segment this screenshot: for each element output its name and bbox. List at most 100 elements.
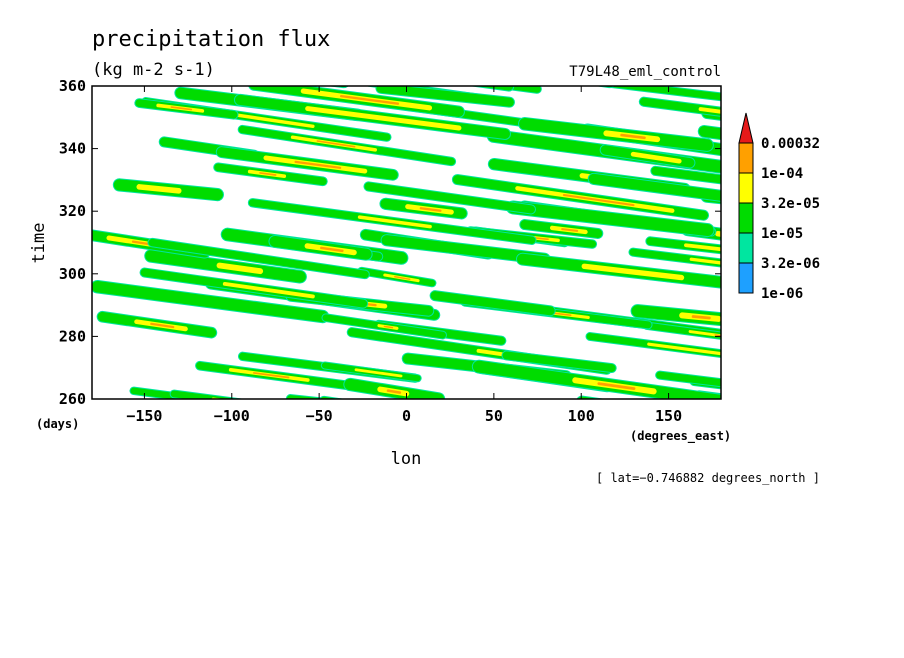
precip-band-core <box>630 151 682 164</box>
precip-band-outer <box>468 86 515 92</box>
precip-band-core <box>689 38 744 45</box>
precip-band-core <box>340 12 476 28</box>
precip-band-peak <box>386 389 402 394</box>
precip-band <box>376 86 514 107</box>
precip-band-peak <box>770 36 802 40</box>
y-units-label: (days) <box>36 417 79 431</box>
x-tick-label: 0 <box>402 407 411 425</box>
x-units-label: (degrees_east) <box>630 429 731 444</box>
precip-band-peak <box>683 56 710 59</box>
colorbar-label: 3.2e-06 <box>761 256 820 272</box>
x-tick-label: −100 <box>214 407 250 425</box>
precip-band-outer <box>443 6 626 29</box>
precip-band <box>374 30 616 61</box>
precip-band-peak <box>170 106 193 111</box>
colorbar-swatch <box>738 262 754 294</box>
precip-band <box>677 5 904 35</box>
precip-band-core <box>664 445 758 458</box>
y-tick-label: 280 <box>59 327 86 345</box>
precip-band-outer <box>708 29 875 47</box>
run-label: T79L48_eml_control <box>569 64 721 80</box>
precip-band-core <box>689 257 721 265</box>
precip-band-peak <box>620 133 646 140</box>
precip-band-outer <box>594 25 819 55</box>
precip-band <box>92 281 329 323</box>
precip-band <box>320 396 339 399</box>
precip-band-core <box>376 408 465 421</box>
precip-band-core <box>354 368 403 378</box>
precip-band-core <box>684 243 721 252</box>
y-axis-label: time <box>29 223 49 264</box>
precip-band-core <box>314 59 481 82</box>
precip-band-peak <box>259 172 277 176</box>
precip-band-core <box>723 383 829 396</box>
precip-band <box>502 351 616 373</box>
precip-band-peak <box>561 228 579 232</box>
precip-band-outer <box>349 406 474 420</box>
precip-band <box>475 86 514 91</box>
precip-band <box>148 238 369 279</box>
y-tick-label: 320 <box>59 202 86 220</box>
colorbar-label: 3.2e-05 <box>761 196 820 212</box>
chart-units: (kg m-2 s-1) <box>92 60 215 80</box>
colorbar-label: 1e-06 <box>761 286 803 302</box>
precip-band <box>708 29 875 47</box>
precip-band-peak <box>428 38 482 46</box>
precip-band-core <box>136 184 182 194</box>
precip-band-core <box>688 330 721 338</box>
precip-band-core <box>275 54 291 56</box>
precip-band-core <box>749 33 821 41</box>
precip-band-peak <box>778 18 808 22</box>
precip-band-peak <box>316 140 356 148</box>
precip-band <box>588 173 721 201</box>
precip-band-core <box>479 438 583 452</box>
precip-band-core <box>698 107 721 114</box>
precip-band-core <box>457 43 562 56</box>
precip-band-core <box>714 29 806 41</box>
precip-band-core <box>222 281 315 299</box>
x-tick-label: 100 <box>568 407 595 425</box>
colorbar-label: 1e-04 <box>761 166 803 182</box>
precip-band-peak <box>320 246 344 253</box>
y-tick-label: 300 <box>59 265 86 283</box>
chart-title: precipitation flux <box>92 27 330 52</box>
precip-band <box>430 291 555 316</box>
colorbar-label: 0.00032 <box>761 136 820 152</box>
colorbar-swatch <box>738 172 754 204</box>
precip-band-outer <box>374 30 616 61</box>
precip-band <box>506 201 714 237</box>
precip-band-core <box>305 106 462 131</box>
precip-band-core <box>758 15 825 24</box>
precip-band-peak <box>419 207 442 212</box>
precip-band-outer <box>422 430 633 459</box>
precip-band-outer <box>676 0 885 2</box>
precip-band-peak <box>660 462 709 468</box>
precip-band-outer <box>693 390 721 399</box>
precip-band-peak <box>843 415 876 419</box>
precip-band-core <box>484 12 575 23</box>
precip-band-core <box>481 44 575 56</box>
colorbar-label: 1e-05 <box>761 226 803 242</box>
colorbar-max-arrow <box>738 112 754 144</box>
precip-band <box>443 27 691 60</box>
precip-band-outer <box>340 25 595 61</box>
precip-band <box>170 390 238 399</box>
precip-band-outer <box>443 27 691 60</box>
precip-band-core <box>357 215 432 229</box>
x-tick-label: 150 <box>655 407 682 425</box>
x-tick-label: 50 <box>485 407 503 425</box>
precip-band <box>422 430 633 459</box>
precip-band <box>656 371 721 387</box>
precip-band-core <box>820 412 894 422</box>
plot-area <box>92 0 904 468</box>
y-tick-label: 360 <box>59 77 86 95</box>
y-tick-label: 340 <box>59 140 86 158</box>
precip-band <box>694 391 721 399</box>
precip-band-peak <box>339 94 400 105</box>
y-axis: 260 280 300 320 340 360 <box>59 77 721 408</box>
precip-band-core <box>665 54 725 62</box>
x-axis: −150 −100 −50 0 50 100 150 <box>126 86 682 425</box>
precip-band-core <box>254 69 277 72</box>
colorbar-swatch <box>738 232 754 264</box>
precip-band-core <box>339 404 386 409</box>
